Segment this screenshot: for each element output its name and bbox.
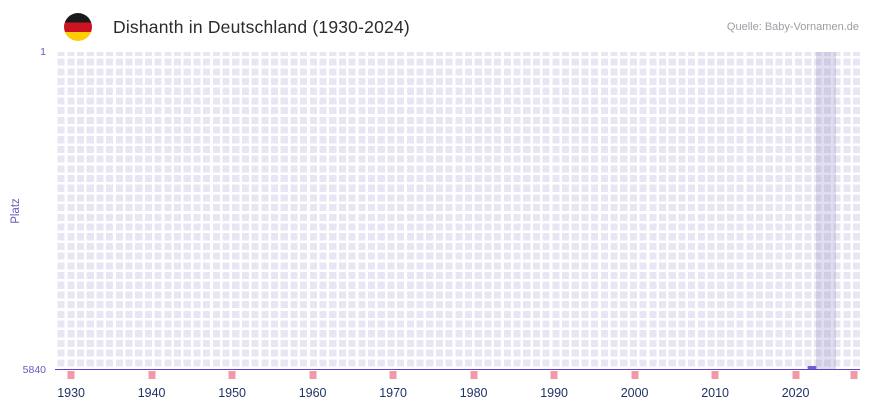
x-tick-label: 1990: [540, 386, 568, 400]
x-tick-label: 1930: [57, 386, 85, 400]
axis-mark: [389, 371, 397, 379]
x-tick-label: 2010: [701, 386, 729, 400]
x-tick-label: 1950: [218, 386, 246, 400]
axis-mark: [792, 371, 800, 379]
x-tick-label: 1940: [137, 386, 166, 400]
x-tick-label: 1970: [379, 386, 407, 400]
y-axis-label: Platz: [10, 198, 22, 224]
y-tick-bottom: 5840: [22, 364, 46, 376]
axis-mark: [228, 371, 236, 379]
highlight-band: [815, 52, 836, 369]
y-tick-top: 1: [40, 46, 46, 58]
german-flag-icon: [64, 13, 92, 41]
source-credit: Quelle: Baby-Vornamen.de: [726, 21, 859, 33]
x-tick-label: 2020: [781, 386, 810, 400]
axis-mark: [470, 371, 478, 379]
axis-mark: [309, 371, 317, 379]
axis-mark: [711, 371, 719, 379]
axis-marks-layer: [55, 371, 860, 380]
axis-mark: [850, 371, 858, 379]
chart-title: Dishanth in Deutschland (1930-2024): [113, 17, 410, 37]
x-tick-label: 1960: [298, 386, 327, 400]
x-tick-label: 2000: [620, 386, 649, 400]
axis-mark: [550, 371, 558, 379]
axis-mark: [67, 371, 75, 379]
axis-mark: [631, 371, 639, 379]
x-tick-label: 1980: [459, 386, 488, 400]
plot-area[interactable]: [55, 52, 860, 370]
x-axis-labels: 1930 1940 1950 1960 1970 1980 1990 2000 2010 2020: [55, 386, 860, 406]
axis-mark: [148, 371, 156, 379]
data-point[interactable]: [807, 366, 817, 369]
